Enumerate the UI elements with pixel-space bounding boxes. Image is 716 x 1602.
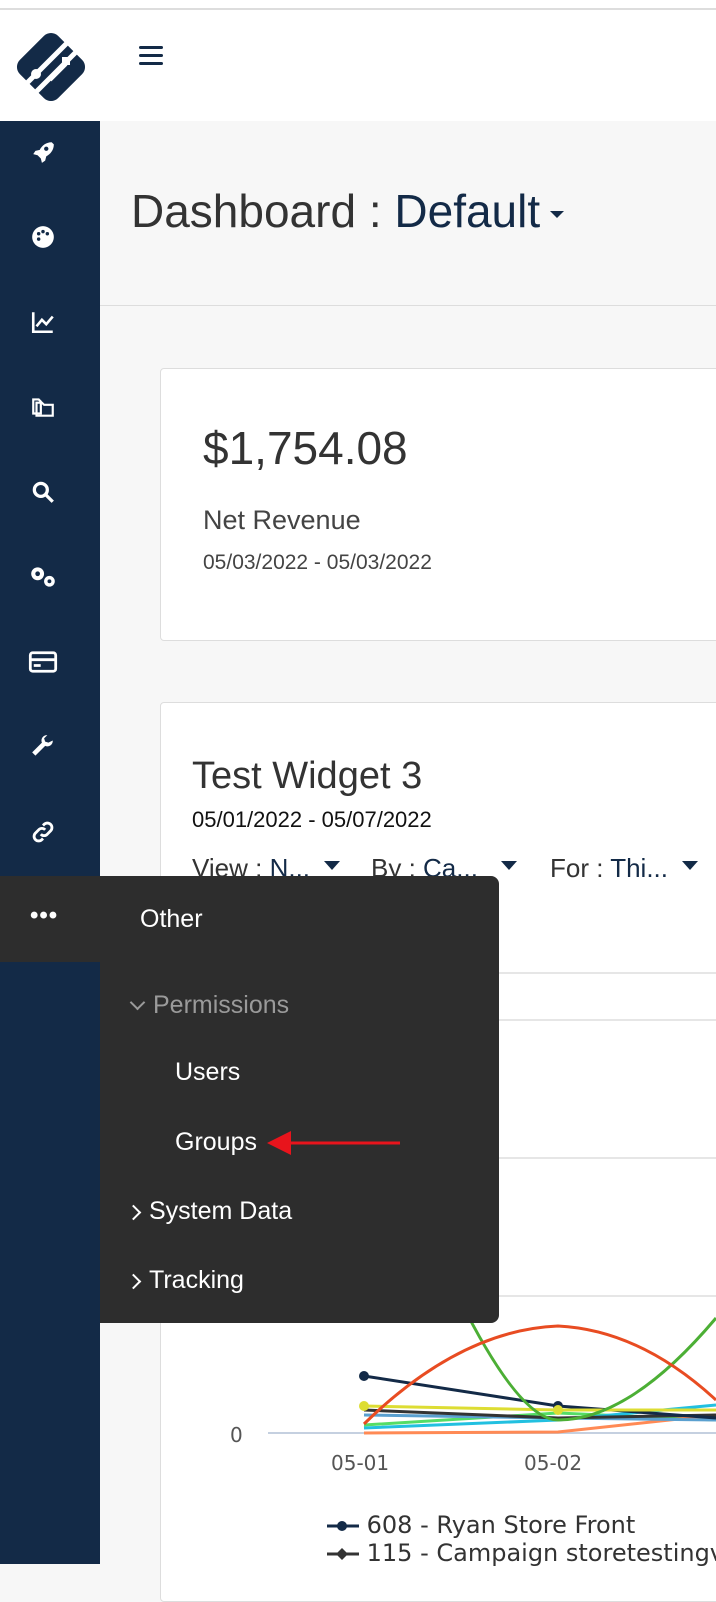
menu-item-tracking[interactable]: Tracking	[125, 1266, 244, 1295]
top-border	[0, 0, 716, 10]
sidebar-continuation	[0, 962, 100, 1323]
legend-label: 115 - Campaign storetestingv	[366, 1539, 716, 1567]
folders-icon[interactable]	[28, 392, 58, 422]
annotation-arrow	[267, 1131, 400, 1155]
legend-marker	[327, 1521, 359, 1531]
palette-icon[interactable]	[28, 222, 58, 252]
caret-down-icon[interactable]	[682, 861, 698, 870]
more-icon[interactable]: •••	[30, 902, 59, 929]
menu-item-permissions[interactable]: Permissions	[129, 991, 290, 1020]
menu-heading-other: Other	[140, 905, 203, 933]
filter-label: For :	[550, 853, 604, 883]
filter-for[interactable]: For : Thi...	[550, 853, 698, 884]
revenue-date-range: 05/03/2022 - 05/03/2022	[203, 551, 432, 574]
series-line	[458, 1299, 716, 1422]
series-line	[363, 1404, 716, 1412]
caret-down-icon[interactable]	[501, 861, 517, 870]
dashboard-selector[interactable]: Default	[394, 185, 565, 237]
hamburger-icon[interactable]	[139, 46, 163, 68]
link-icon[interactable]	[28, 817, 58, 847]
chevron-right-icon	[125, 1204, 142, 1221]
header	[0, 10, 716, 121]
menu-item-label: Permissions	[153, 991, 290, 1019]
y-tick-label: 0	[230, 1423, 243, 1447]
search-icon[interactable]	[28, 477, 58, 507]
cogs-icon[interactable]	[28, 562, 58, 592]
x-tick-label: 05-02	[524, 1451, 582, 1475]
menu-item-label: Tracking	[149, 1266, 244, 1294]
brand-logo[interactable]	[12, 28, 90, 111]
chevron-right-icon	[125, 1273, 142, 1290]
rocket-icon[interactable]	[28, 137, 58, 167]
legend-item[interactable]: 608 - Ryan Store Front	[327, 1511, 635, 1539]
widget-title: Test Widget 3	[192, 755, 423, 797]
other-flyout-menu: ••• Other Permissions Users Groups Syste…	[0, 876, 499, 1323]
revenue-value: $1,754.08	[203, 422, 408, 474]
caret-down-icon[interactable]	[550, 211, 565, 219]
page-title: Dashboard : Default	[131, 184, 565, 238]
menu-item-users[interactable]: Users	[175, 1058, 241, 1086]
menu-item-label: System Data	[149, 1197, 293, 1225]
widget-date-range: 05/01/2022 - 05/07/2022	[192, 807, 432, 832]
legend-marker	[327, 1548, 359, 1560]
credit-card-icon[interactable]	[28, 647, 58, 677]
wrench-icon[interactable]	[28, 732, 58, 762]
dashboard-name: Default	[394, 185, 541, 237]
data-point[interactable]	[553, 1405, 563, 1415]
legend-label: 608 - Ryan Store Front	[366, 1511, 636, 1539]
sidebar	[0, 121, 100, 1564]
data-point[interactable]	[359, 1401, 369, 1411]
chart-line-icon[interactable]	[28, 307, 58, 337]
legend-item[interactable]: 115 - Campaign storetestingv	[327, 1539, 716, 1567]
chevron-down-icon	[129, 994, 146, 1011]
divider	[100, 305, 716, 306]
net-revenue-card: $1,754.08 Net Revenue 05/03/2022 - 05/03…	[160, 368, 716, 641]
data-point[interactable]	[359, 1371, 369, 1381]
x-tick-label: 05-01	[331, 1451, 389, 1475]
filter-value: Thi...	[610, 853, 669, 883]
revenue-label: Net Revenue	[203, 505, 361, 535]
menu-item-system-data[interactable]: System Data	[125, 1197, 293, 1226]
series-line	[363, 1408, 716, 1420]
caret-down-icon[interactable]	[324, 861, 340, 870]
title-prefix: Dashboard :	[131, 185, 382, 237]
series-line	[362, 1324, 716, 1426]
menu-item-groups[interactable]: Groups	[175, 1128, 257, 1156]
